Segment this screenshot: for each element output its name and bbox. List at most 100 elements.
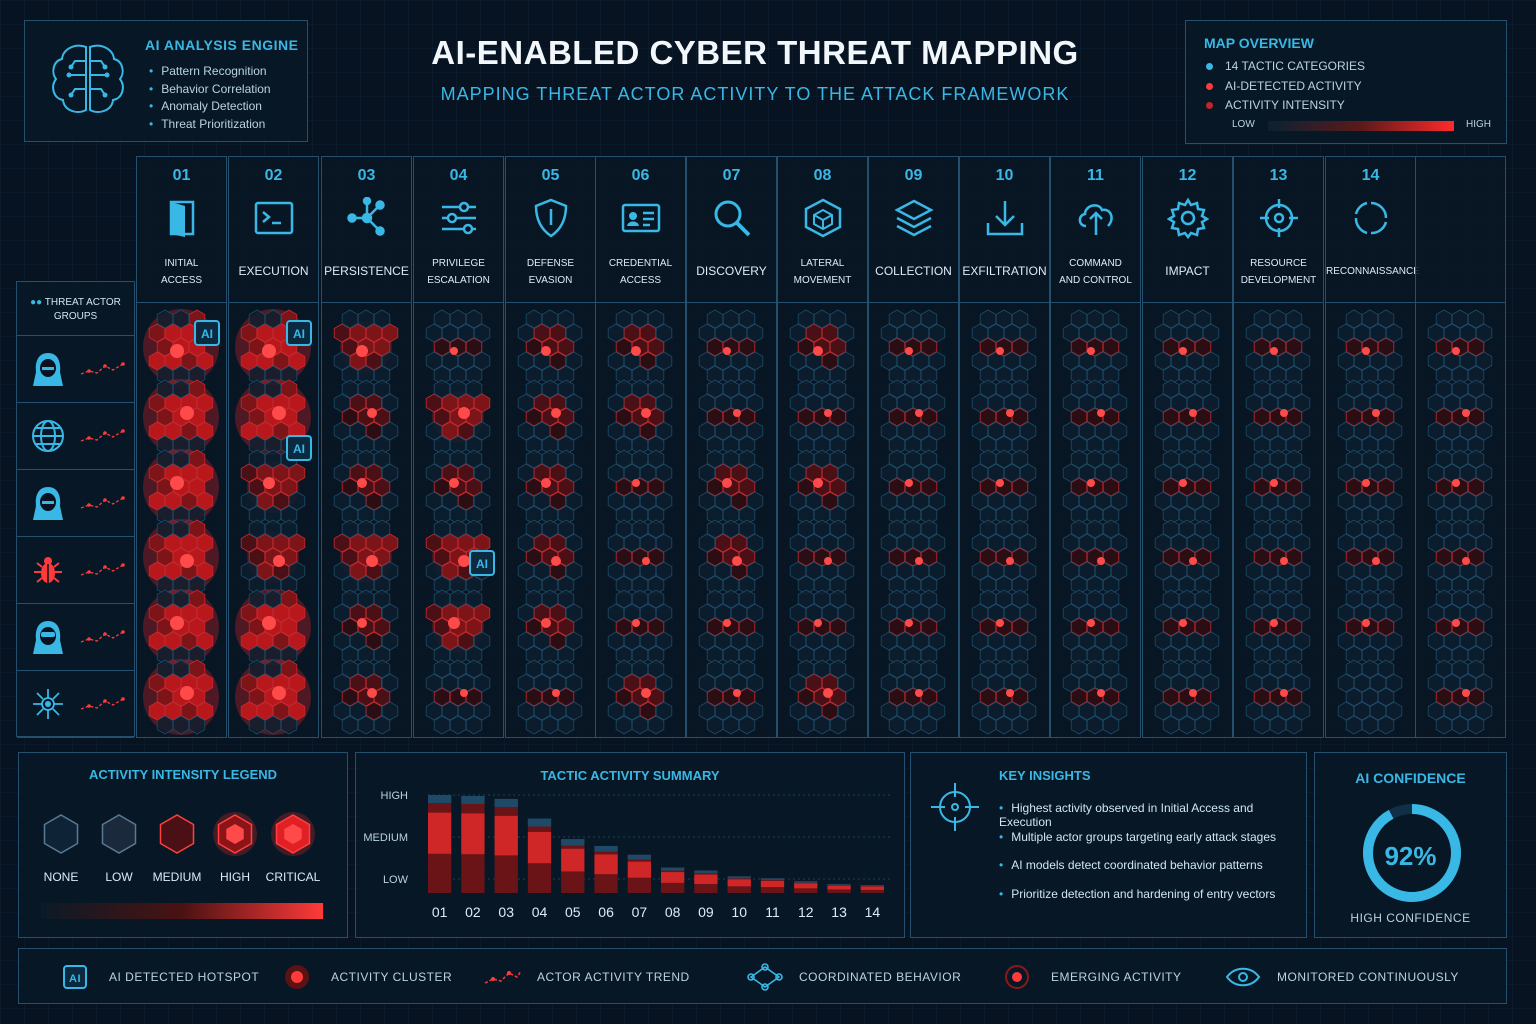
- activity-cluster[interactable]: [880, 379, 946, 455]
- activity-cluster[interactable]: [971, 449, 1037, 525]
- activity-cluster[interactable]: [1062, 379, 1128, 455]
- activity-cluster[interactable]: [143, 519, 219, 595]
- activity-cluster[interactable]: [789, 309, 855, 385]
- bar[interactable]: [627, 854, 651, 893]
- tactic-header[interactable]: 03 PERSISTENCE: [322, 157, 411, 303]
- activity-cluster[interactable]: [1245, 309, 1311, 385]
- bar[interactable]: [760, 878, 785, 893]
- activity-cluster[interactable]: [698, 659, 764, 735]
- activity-cluster[interactable]: [425, 589, 491, 665]
- bar[interactable]: [428, 795, 452, 893]
- activity-cluster[interactable]: [517, 589, 583, 665]
- tactic-column-02[interactable]: 02 EXECUTION AI AI: [228, 156, 319, 738]
- activity-cluster[interactable]: [425, 309, 491, 385]
- activity-cluster[interactable]: [1154, 449, 1220, 525]
- tactic-header[interactable]: 02 EXECUTION: [229, 157, 318, 303]
- activity-cluster[interactable]: [425, 659, 491, 735]
- activity-cluster[interactable]: [880, 309, 946, 385]
- activity-cluster[interactable]: [235, 659, 311, 735]
- activity-cluster[interactable]: [971, 519, 1037, 595]
- activity-cluster[interactable]: [1337, 379, 1403, 455]
- activity-cluster[interactable]: [517, 519, 583, 595]
- activity-cluster[interactable]: [1337, 659, 1403, 735]
- activity-cluster[interactable]: [1337, 589, 1403, 665]
- tactic-header[interactable]: 14 RECONNAISSANCE: [1326, 157, 1420, 303]
- activity-cluster[interactable]: [698, 379, 764, 455]
- activity-cluster[interactable]: [240, 449, 306, 525]
- activity-cluster[interactable]: [607, 519, 673, 595]
- activity-cluster[interactable]: [1427, 449, 1493, 525]
- activity-cluster[interactable]: [698, 449, 764, 525]
- actor-row[interactable]: [17, 537, 134, 604]
- tactic-header[interactable]: 10 EXFILTRATION: [960, 157, 1049, 303]
- bar[interactable]: [527, 818, 552, 893]
- activity-cluster[interactable]: [1337, 449, 1403, 525]
- activity-cluster[interactable]: [1154, 659, 1220, 735]
- ai-chip-icon[interactable]: AI: [286, 435, 312, 461]
- tactic-header[interactable]: 08 LATERAL MOVEMENT: [778, 157, 867, 303]
- activity-cluster[interactable]: [333, 519, 399, 595]
- activity-cluster[interactable]: [1245, 519, 1311, 595]
- activity-cluster[interactable]: [1154, 309, 1220, 385]
- activity-cluster[interactable]: [880, 519, 946, 595]
- activity-cluster[interactable]: [143, 589, 219, 665]
- bar[interactable]: [794, 881, 818, 893]
- activity-cluster[interactable]: [517, 449, 583, 525]
- bar[interactable]: [494, 798, 518, 893]
- actor-row[interactable]: [17, 604, 134, 671]
- tactic-header[interactable]: 12 IMPACT: [1143, 157, 1232, 303]
- bar[interactable]: [694, 870, 718, 893]
- tactic-column-08[interactable]: 08 LATERAL MOVEMENT: [777, 156, 868, 738]
- bar[interactable]: [827, 884, 851, 893]
- tactic-header[interactable]: [1416, 157, 1505, 303]
- bar[interactable]: [561, 839, 585, 893]
- actor-row[interactable]: [17, 671, 134, 738]
- ai-chip-icon[interactable]: AI: [194, 320, 220, 346]
- activity-cluster[interactable]: [1427, 519, 1493, 595]
- activity-cluster[interactable]: [971, 379, 1037, 455]
- activity-cluster[interactable]: [880, 659, 946, 735]
- activity-cluster[interactable]: [1062, 309, 1128, 385]
- tactic-header[interactable]: 04 PRIVILEGE ESCALATION: [414, 157, 503, 303]
- activity-cluster[interactable]: [1062, 449, 1128, 525]
- activity-cluster[interactable]: [1062, 519, 1128, 595]
- activity-cluster[interactable]: [1154, 519, 1220, 595]
- activity-cluster[interactable]: [789, 659, 855, 735]
- activity-cluster[interactable]: [333, 309, 399, 385]
- activity-cluster[interactable]: [1245, 589, 1311, 665]
- activity-cluster[interactable]: [789, 449, 855, 525]
- activity-cluster[interactable]: [607, 589, 673, 665]
- ai-chip-icon[interactable]: AI: [469, 550, 495, 576]
- activity-cluster[interactable]: [333, 449, 399, 525]
- activity-cluster[interactable]: [971, 659, 1037, 735]
- tactic-header[interactable]: 09 COLLECTION: [869, 157, 958, 303]
- activity-cluster[interactable]: [143, 379, 219, 455]
- activity-cluster[interactable]: [1427, 659, 1493, 735]
- activity-cluster[interactable]: [1427, 309, 1493, 385]
- tactic-column-01[interactable]: 01 INITIAL ACCESS AI: [136, 156, 227, 738]
- activity-cluster[interactable]: [698, 589, 764, 665]
- activity-cluster[interactable]: [1427, 589, 1493, 665]
- tactic-header[interactable]: 07 DISCOVERY: [687, 157, 776, 303]
- activity-cluster[interactable]: [517, 309, 583, 385]
- tactic-header[interactable]: 11 COMMAND AND CONTROL: [1051, 157, 1140, 303]
- activity-cluster[interactable]: [333, 379, 399, 455]
- bar[interactable]: [661, 867, 685, 893]
- activity-cluster[interactable]: [971, 309, 1037, 385]
- activity-cluster[interactable]: [240, 519, 306, 595]
- activity-cluster[interactable]: [789, 589, 855, 665]
- activity-cluster[interactable]: [517, 659, 583, 735]
- activity-cluster[interactable]: [1337, 519, 1403, 595]
- tactic-column-05[interactable]: 05 DEFENSE EVASION: [505, 156, 596, 738]
- tactic-column-11[interactable]: 11 COMMAND AND CONTROL: [1050, 156, 1141, 738]
- activity-cluster[interactable]: [333, 659, 399, 735]
- activity-cluster[interactable]: [1062, 659, 1128, 735]
- activity-cluster[interactable]: [1427, 379, 1493, 455]
- tactic-header[interactable]: 01 INITIAL ACCESS: [137, 157, 226, 303]
- bar[interactable]: [461, 795, 485, 893]
- tactic-column-14[interactable]: 14 RECONNAISSANCE: [1325, 156, 1420, 738]
- activity-cluster[interactable]: [607, 449, 673, 525]
- activity-cluster[interactable]: [1245, 449, 1311, 525]
- activity-cluster[interactable]: [607, 659, 673, 735]
- activity-cluster[interactable]: [880, 449, 946, 525]
